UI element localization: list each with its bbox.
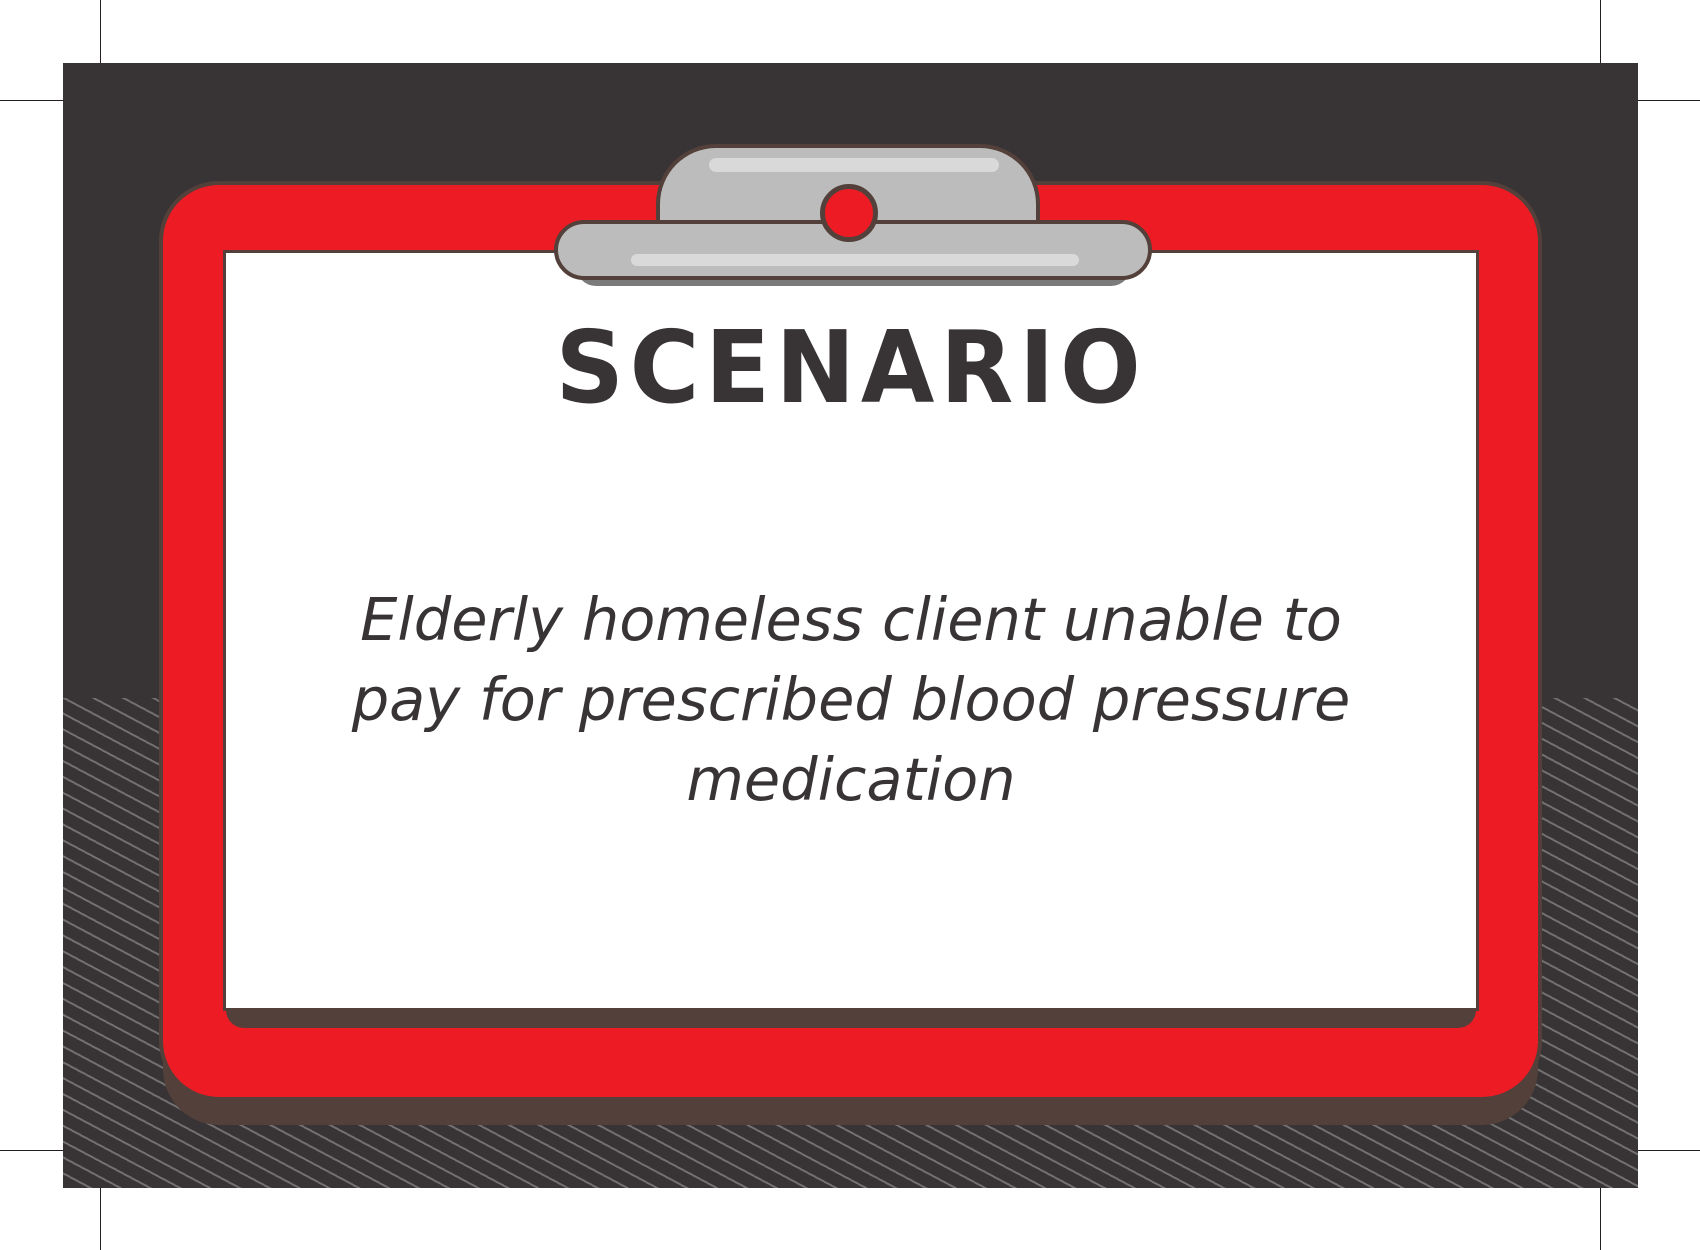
crop-mark-top-right-v <box>1600 0 1601 64</box>
crop-mark-top-left-v <box>100 0 101 64</box>
crop-mark-bottom-left-h <box>0 1150 64 1151</box>
clip-hole <box>820 184 878 242</box>
crop-mark-top-left-h <box>0 100 64 101</box>
scenario-text: Elderly homeless client unable to pay fo… <box>351 585 1351 814</box>
clip-highlight-base <box>631 254 1079 266</box>
scenario-card: SCENARIO Elderly homeless client unable … <box>63 63 1638 1188</box>
crop-mark-bottom-right-v <box>1600 1188 1601 1250</box>
card-title: SCENARIO <box>555 309 1147 426</box>
crop-mark-top-right-h <box>1638 100 1700 101</box>
crop-mark-bottom-right-h <box>1638 1150 1700 1151</box>
paper-sheet <box>226 253 1476 1008</box>
crop-mark-bottom-left-v <box>100 1188 101 1250</box>
clip-highlight-top <box>709 158 999 172</box>
